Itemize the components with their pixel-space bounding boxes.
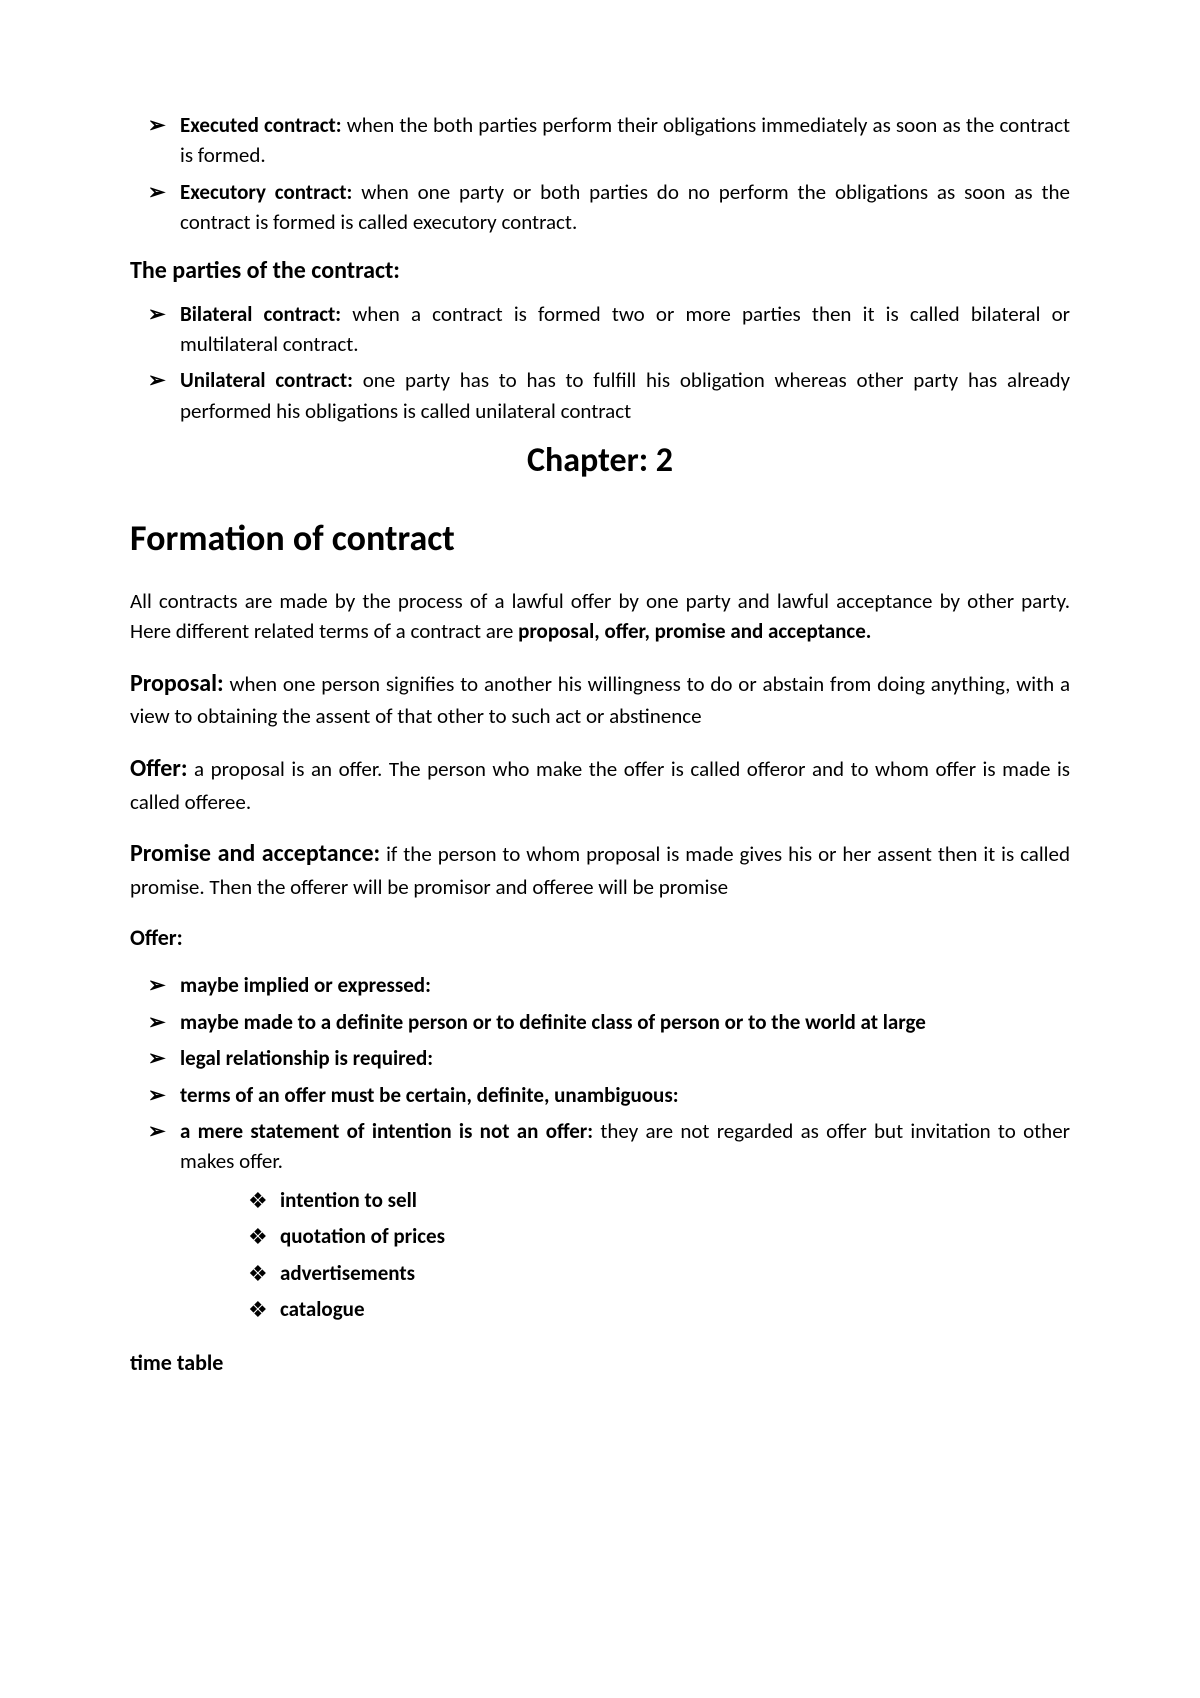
list-item: ➢ terms of an offer must be certain, def… <box>180 1080 1070 1110</box>
chapter-title: Chapter: 2 <box>130 436 1070 485</box>
diamond-bullet-icon: ❖ <box>248 1258 268 1290</box>
arrow-bullet-icon: ➢ <box>148 1007 166 1037</box>
proposal-def: Proposal: when one person signifies to a… <box>130 667 1070 732</box>
sub-item-text: quotation of prices <box>280 1223 445 1249</box>
def-text: a proposal is an offer. The person who m… <box>130 756 1070 815</box>
def-label: Offer: <box>130 754 187 783</box>
list-item: ➢ Bilateral contract: when a contract is… <box>180 299 1070 360</box>
item-bold: terms of an offer must be certain, defin… <box>180 1082 679 1108</box>
sub-item: ❖ catalogue <box>280 1294 1070 1324</box>
contract-types-list: ➢ Executed contract: when the both parti… <box>130 110 1070 238</box>
arrow-bullet-icon: ➢ <box>148 970 166 1000</box>
item-label: Executory contract: <box>180 179 352 205</box>
offer-def: Offer: a proposal is an offer. The perso… <box>130 752 1070 817</box>
list-item: ➢ legal relationship is required: <box>180 1043 1070 1073</box>
intro-bold: proposal, offer, promise and acceptance. <box>518 618 871 644</box>
item-label: Unilateral contract: <box>180 367 353 393</box>
def-label: Proposal: <box>130 669 224 698</box>
sub-items-list: ❖ intention to sell ❖ quotation of price… <box>180 1185 1070 1325</box>
arrow-bullet-icon: ➢ <box>148 1080 166 1110</box>
promise-def: Promise and acceptance: if the person to… <box>130 837 1070 902</box>
offer-subheading: Offer: <box>130 922 1070 954</box>
item-label: Executed contract: <box>180 112 342 138</box>
arrow-bullet-icon: ➢ <box>148 177 166 207</box>
list-item: ➢ Unilateral contract: one party has to … <box>180 365 1070 426</box>
item-bold: maybe implied or expressed: <box>180 972 431 998</box>
parties-list: ➢ Bilateral contract: when a contract is… <box>130 299 1070 427</box>
list-item: ➢ a mere statement of intention is not a… <box>180 1116 1070 1325</box>
item-bold: legal relationship is required: <box>180 1045 433 1071</box>
time-table-heading: time table <box>130 1347 1070 1379</box>
sub-item: ❖ intention to sell <box>280 1185 1070 1215</box>
diamond-bullet-icon: ❖ <box>248 1221 268 1253</box>
sub-item: ❖ advertisements <box>280 1258 1070 1288</box>
sub-item: ❖ quotation of prices <box>280 1221 1070 1251</box>
list-item: ➢ Executed contract: when the both parti… <box>180 110 1070 171</box>
arrow-bullet-icon: ➢ <box>148 1116 166 1146</box>
sub-item-text: intention to sell <box>280 1187 417 1213</box>
arrow-bullet-icon: ➢ <box>148 299 166 329</box>
offer-points-list: ➢ maybe implied or expressed: ➢ maybe ma… <box>130 970 1070 1324</box>
sub-item-text: catalogue <box>280 1296 365 1322</box>
diamond-bullet-icon: ❖ <box>248 1185 268 1217</box>
item-bold: a mere statement of intention is not an … <box>180 1118 593 1144</box>
arrow-bullet-icon: ➢ <box>148 1043 166 1073</box>
intro-paragraph: All contracts are made by the process of… <box>130 586 1070 647</box>
list-item: ➢ Executory contract: when one party or … <box>180 177 1070 238</box>
def-text: when one person signifies to another his… <box>130 671 1070 730</box>
def-label: Promise and acceptance: <box>130 839 380 868</box>
item-bold: maybe made to a definite person or to de… <box>180 1009 926 1035</box>
main-title: Formation of contract <box>130 512 1070 564</box>
diamond-bullet-icon: ❖ <box>248 1294 268 1326</box>
arrow-bullet-icon: ➢ <box>148 365 166 395</box>
sub-item-text: advertisements <box>280 1260 415 1286</box>
list-item: ➢ maybe implied or expressed: <box>180 970 1070 1000</box>
item-label: Bilateral contract: <box>180 301 341 327</box>
list-item: ➢ maybe made to a definite person or to … <box>180 1007 1070 1037</box>
arrow-bullet-icon: ➢ <box>148 110 166 140</box>
parties-heading: The parties of the contract: <box>130 254 1070 289</box>
